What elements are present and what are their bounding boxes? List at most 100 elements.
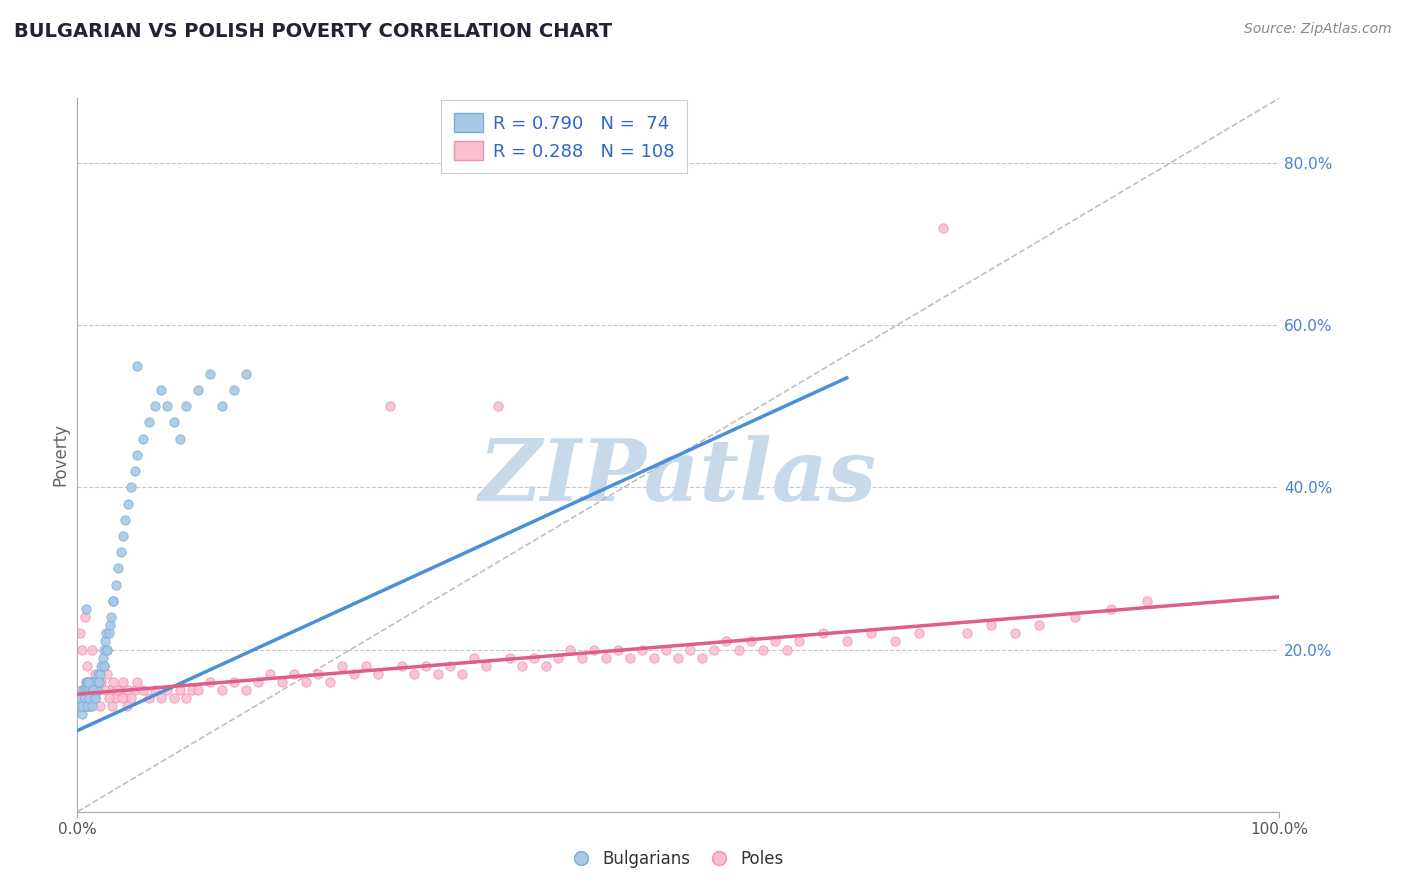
Point bbox=[86, 683, 108, 698]
Point bbox=[643, 650, 665, 665]
Point bbox=[703, 642, 725, 657]
Point bbox=[162, 416, 184, 430]
Point bbox=[427, 666, 450, 681]
Point bbox=[174, 399, 197, 413]
Point bbox=[73, 683, 96, 698]
Point bbox=[294, 675, 316, 690]
Point bbox=[80, 691, 103, 706]
Point bbox=[378, 399, 401, 413]
Point bbox=[72, 691, 94, 706]
Point bbox=[76, 658, 98, 673]
Point bbox=[1028, 618, 1050, 632]
Point bbox=[475, 658, 498, 673]
Point bbox=[835, 634, 858, 648]
Point bbox=[402, 666, 425, 681]
Point bbox=[523, 650, 546, 665]
Point bbox=[883, 634, 905, 648]
Point bbox=[101, 699, 124, 714]
Point bbox=[751, 642, 773, 657]
Point bbox=[89, 699, 111, 714]
Point bbox=[72, 699, 94, 714]
Point bbox=[93, 642, 115, 657]
Point bbox=[859, 626, 882, 640]
Point bbox=[91, 650, 114, 665]
Point bbox=[96, 642, 118, 657]
Point bbox=[79, 699, 101, 714]
Point bbox=[80, 642, 103, 657]
Point bbox=[120, 691, 142, 706]
Point bbox=[187, 383, 209, 397]
Point bbox=[120, 480, 142, 494]
Point bbox=[499, 650, 522, 665]
Point bbox=[117, 497, 139, 511]
Point bbox=[631, 642, 654, 657]
Point bbox=[111, 529, 134, 543]
Point bbox=[82, 683, 104, 698]
Point bbox=[980, 618, 1002, 632]
Point bbox=[343, 666, 366, 681]
Point bbox=[96, 666, 118, 681]
Point bbox=[655, 642, 678, 657]
Point bbox=[150, 383, 173, 397]
Point bbox=[1064, 610, 1087, 624]
Point bbox=[246, 675, 269, 690]
Point bbox=[93, 658, 115, 673]
Point bbox=[259, 666, 281, 681]
Point bbox=[222, 383, 245, 397]
Point bbox=[619, 650, 641, 665]
Point bbox=[79, 691, 101, 706]
Point bbox=[127, 359, 149, 373]
Point bbox=[187, 683, 209, 698]
Point bbox=[93, 658, 115, 673]
Point bbox=[98, 618, 121, 632]
Point bbox=[100, 683, 122, 698]
Point bbox=[115, 699, 138, 714]
Point bbox=[77, 675, 100, 690]
Point bbox=[90, 658, 112, 673]
Point bbox=[330, 658, 353, 673]
Point bbox=[117, 683, 139, 698]
Point bbox=[114, 513, 136, 527]
Point bbox=[108, 683, 131, 698]
Point bbox=[763, 634, 786, 648]
Legend: Bulgarians, Poles: Bulgarians, Poles bbox=[567, 844, 790, 875]
Point bbox=[145, 683, 167, 698]
Point bbox=[76, 699, 98, 714]
Point bbox=[75, 602, 97, 616]
Point bbox=[198, 367, 221, 381]
Point bbox=[583, 642, 606, 657]
Point bbox=[198, 675, 221, 690]
Point bbox=[103, 675, 125, 690]
Point bbox=[82, 675, 104, 690]
Point bbox=[235, 367, 257, 381]
Point bbox=[105, 683, 128, 698]
Point bbox=[103, 594, 125, 608]
Point bbox=[104, 577, 127, 591]
Y-axis label: Poverty: Poverty bbox=[51, 424, 69, 486]
Text: BULGARIAN VS POLISH POVERTY CORRELATION CHART: BULGARIAN VS POLISH POVERTY CORRELATION … bbox=[14, 22, 612, 41]
Point bbox=[534, 658, 557, 673]
Point bbox=[111, 691, 134, 706]
Point bbox=[75, 675, 97, 690]
Point bbox=[79, 683, 101, 698]
Point bbox=[83, 683, 105, 698]
Text: Source: ZipAtlas.com: Source: ZipAtlas.com bbox=[1244, 22, 1392, 37]
Point bbox=[89, 666, 111, 681]
Point bbox=[354, 658, 377, 673]
Point bbox=[70, 642, 93, 657]
Point bbox=[103, 594, 125, 608]
Point bbox=[87, 675, 110, 690]
Point bbox=[73, 691, 96, 706]
Point bbox=[75, 699, 97, 714]
Point bbox=[132, 432, 155, 446]
Point bbox=[87, 666, 110, 681]
Point bbox=[73, 691, 96, 706]
Point bbox=[76, 691, 98, 706]
Text: ZIPatlas: ZIPatlas bbox=[479, 434, 877, 518]
Point bbox=[97, 626, 120, 640]
Point bbox=[571, 650, 593, 665]
Point bbox=[70, 707, 93, 722]
Point bbox=[82, 691, 104, 706]
Point bbox=[132, 683, 155, 698]
Point bbox=[90, 675, 112, 690]
